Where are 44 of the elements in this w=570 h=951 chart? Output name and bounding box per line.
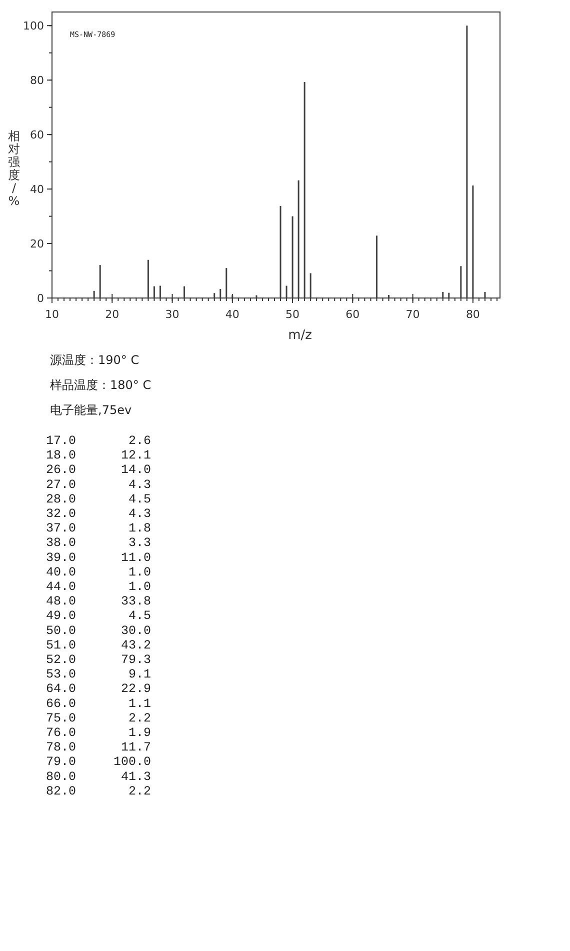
text: 76.0 1.9 (46, 726, 152, 740)
text: 17.0 2.6 (46, 434, 152, 448)
text: 53.0 9.1 (46, 668, 152, 682)
x-tick-label: 70 (406, 308, 420, 321)
text: 样品温度：180° C (50, 378, 152, 392)
text: 32.0 4.3 (46, 507, 152, 521)
text: 40.0 1.0 (46, 565, 152, 580)
x-tick-label: 30 (165, 308, 180, 321)
text: 44.0 1.0 (46, 580, 152, 594)
x-tick-label: 10 (45, 308, 59, 321)
text: 源温度：190° C (50, 353, 140, 367)
x-tick-label: 60 (346, 308, 360, 321)
text: 39.0 11.0 (46, 550, 152, 565)
text: 52.0 79.3 (46, 653, 152, 667)
y-tick-label: 100 (23, 20, 44, 33)
text: 26.0 14.0 (46, 463, 152, 478)
x-tick-label: 50 (286, 308, 300, 321)
text: 27.0 4.3 (46, 478, 152, 492)
y-axis-title: 相对强度/% (8, 129, 20, 208)
y-tick-label: 60 (30, 128, 44, 142)
text: 78.0 11.7 (46, 740, 152, 755)
text: 18.0 12.1 (46, 448, 152, 463)
x-tick-label: 80 (466, 308, 480, 321)
y-tick-label: 0 (37, 292, 44, 305)
text: 66.0 1.1 (46, 696, 152, 711)
text: 82.0 2.2 (46, 784, 152, 798)
text: 51.0 43.2 (46, 638, 152, 652)
y-tick-label: 40 (30, 183, 44, 196)
text: 48.0 33.8 (46, 594, 152, 609)
text: 37.0 1.8 (46, 522, 152, 536)
y-tick-label: 80 (30, 74, 44, 88)
text: 49.0 4.5 (46, 609, 152, 624)
text: 50.0 30.0 (46, 624, 152, 638)
x-tick-label: 40 (225, 308, 240, 321)
text: 64.0 22.9 (46, 682, 152, 696)
x-axis-title: m/z (288, 328, 312, 343)
y-tick-label: 20 (30, 238, 44, 251)
text: 79.0 100.0 (46, 755, 152, 770)
text: 80.0 41.3 (46, 770, 152, 784)
x-tick-label: 20 (105, 308, 120, 321)
text: 28.0 4.5 (46, 492, 152, 506)
text: 电子能量,75ev (50, 403, 132, 417)
text: 75.0 2.2 (46, 711, 152, 726)
text: 38.0 3.3 (46, 536, 152, 550)
